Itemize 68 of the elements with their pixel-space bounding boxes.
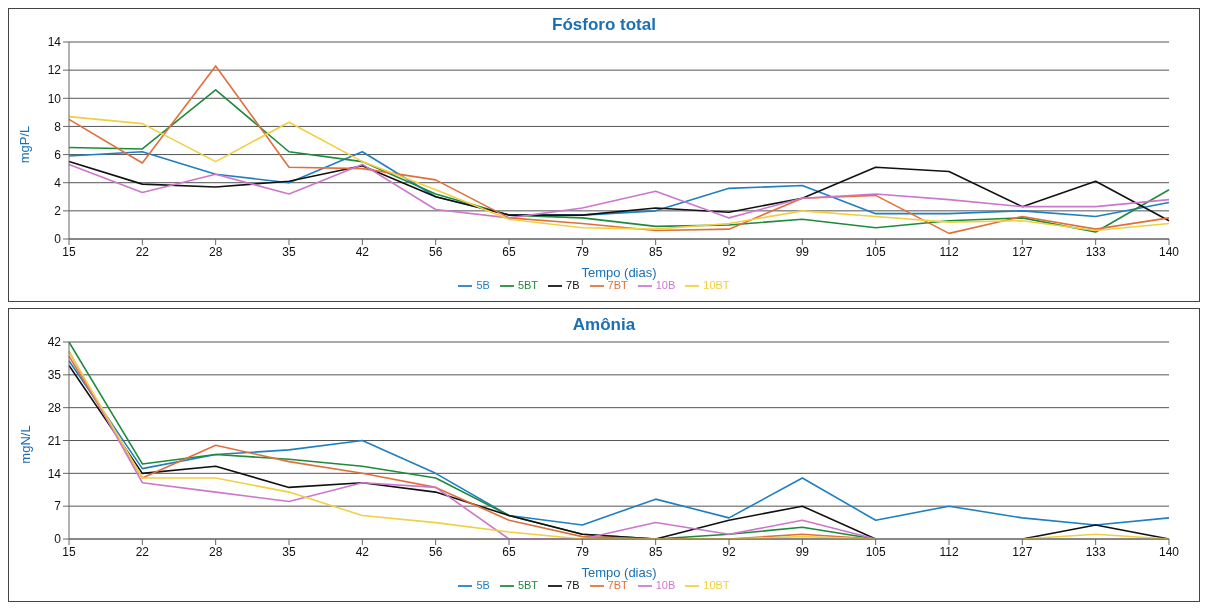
x-tick-label: 65 [502,244,516,259]
x-tick-label: 79 [575,244,590,259]
x-tick-label: 112 [939,244,959,259]
y-tick-label: 35 [47,368,62,383]
x-tick-label: 99 [795,544,810,559]
line-series [68,89,1170,233]
x-tick-label: 133 [1085,244,1106,259]
y-tick-label: 7 [54,499,62,514]
x-tick-label: 56 [428,244,443,259]
x-tick-label: 140 [1158,244,1180,259]
x-tick-label: 15 [62,244,76,259]
legend-label: 10B [655,579,676,591]
x-tick-label: 140 [1158,544,1180,559]
y-tick-label: 14 [47,466,62,481]
y-tick-label: 28 [47,400,62,415]
line-series [68,65,1170,235]
x-tick-label: 35 [282,244,296,259]
x-axis-title: Tempo (dias) [581,565,657,580]
y-tick-label: 0 [54,532,62,547]
line-series [68,115,1170,232]
x-tick-label: 28 [208,544,223,559]
y-tick-label: 42 [47,335,62,350]
x-tick-label: 99 [795,244,810,259]
legend-label: 5B [476,279,490,291]
y-axis-title: mgN/L [17,424,33,464]
x-tick-label: 105 [865,244,886,259]
chart-title: Amônia [571,315,637,335]
x-tick-label: 65 [502,544,516,559]
x-tick-label: 85 [648,244,663,259]
y-tick-label: 0 [54,232,62,247]
legend-label: 7BT [607,279,628,291]
legend-label: 5BT [517,279,539,291]
x-tick-label: 22 [135,544,150,559]
x-tick-label: 28 [208,244,223,259]
legend-label: 7BT [607,579,628,591]
x-tick-label: 92 [722,244,736,259]
x-tick-label: 35 [282,544,296,559]
x-tick-label: 42 [355,544,370,559]
x-axis-title: Tempo (dias) [581,265,657,280]
y-tick-label: 12 [47,63,62,78]
y-tick-label: 21 [47,433,62,448]
legend-label: 10BT [703,579,730,591]
y-tick-label: 10 [47,91,62,106]
y-tick-label: 14 [47,35,62,50]
x-tick-label: 112 [939,544,959,559]
chart-title: Fósforo total [551,15,657,35]
x-tick-label: 127 [1012,244,1033,259]
y-tick-label: 4 [54,175,62,190]
legend-label: 7B [566,279,580,291]
x-tick-label: 105 [865,544,886,559]
legend-label: 5BT [517,579,539,591]
x-tick-label: 56 [428,544,443,559]
y-tick-label: 8 [54,119,62,134]
y-tick-label: 2 [54,204,62,219]
y-axis-title: mgP/L [17,125,33,163]
legend-label: 10B [655,279,676,291]
y-tick-label: 6 [54,147,62,162]
x-tick-label: 79 [575,544,590,559]
x-tick-label: 15 [62,544,76,559]
x-tick-label: 133 [1085,544,1106,559]
x-tick-label: 85 [648,544,663,559]
x-tick-label: 42 [355,244,370,259]
x-tick-label: 22 [135,244,150,259]
legend-label: 10BT [703,279,730,291]
x-tick-label: 92 [722,544,736,559]
x-tick-label: 127 [1012,544,1033,559]
legend-label: 5B [476,579,490,591]
legend-label: 7B [566,579,580,591]
